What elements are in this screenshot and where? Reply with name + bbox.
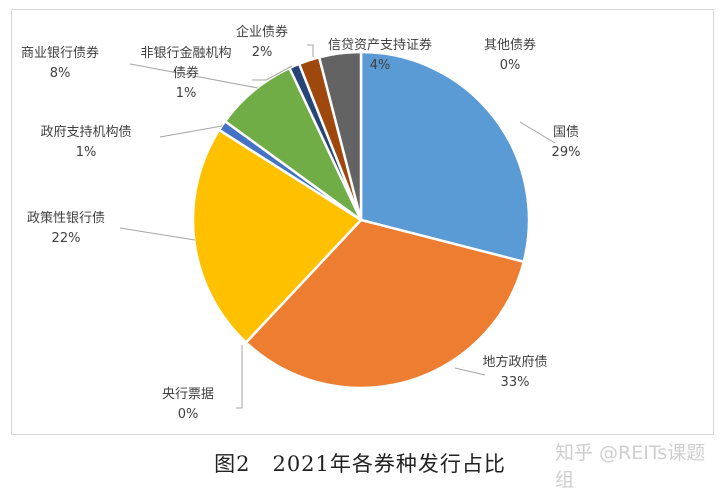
leader-line-0 [519, 121, 556, 144]
slice-label-7: 企业债券 2% [236, 24, 288, 60]
slice-value-0: 29% [552, 145, 581, 160]
leader-line-5 [129, 63, 259, 89]
slice-value-7: 2% [252, 45, 273, 60]
slice-label-1: 地方政府债 33% [482, 354, 547, 390]
slice-value-9: 0% [500, 58, 521, 73]
slice-label-2: 央行票据 0% [162, 387, 214, 422]
slice-label-0: 国债 29% [552, 125, 581, 160]
slice-value-3: 22% [52, 231, 81, 246]
leader-line-2 [236, 345, 243, 409]
leader-line-4 [159, 125, 223, 138]
slice-value-1: 33% [501, 375, 530, 390]
leader-line-1 [454, 367, 486, 376]
leader-line-8 [307, 44, 314, 57]
pie-slice-0 [359, 50, 531, 264]
slice-value-2: 0% [178, 407, 199, 422]
watermark: 知乎 @REITs课题组 [555, 442, 706, 491]
slice-label-9: 其他债券 0% [484, 37, 536, 73]
pie-slice-3 [191, 128, 363, 345]
pie-slice-8 [317, 50, 363, 221]
slice-label-3: 政策性银行债 22% [27, 210, 105, 246]
pie-chart: 国债 29% 地方政府债 33% 央行票据 0% 政策性银行债 22% 政府支持机构债 1% 商业银… [21, 24, 581, 422]
slice-value-8: 4% [370, 58, 391, 73]
leader-line-3 [119, 227, 196, 241]
slice-value-6: 1% [176, 86, 197, 101]
slice-label-5: 商业银行债券 8% [21, 45, 99, 81]
slice-value-5: 8% [50, 66, 71, 81]
pie-slice-1 [244, 218, 526, 390]
slice-label-6: 非银行金融机构债券 1% [140, 45, 231, 101]
leader-line-7 [252, 65, 293, 81]
slice-value-4: 1% [76, 145, 97, 160]
figure-caption: 图2 2021年各券种发行占比 [214, 452, 506, 476]
slice-label-8: 信贷资产支持证券 4% [328, 37, 432, 73]
slice-label-4: 政府支持机构债 1% [40, 125, 131, 160]
